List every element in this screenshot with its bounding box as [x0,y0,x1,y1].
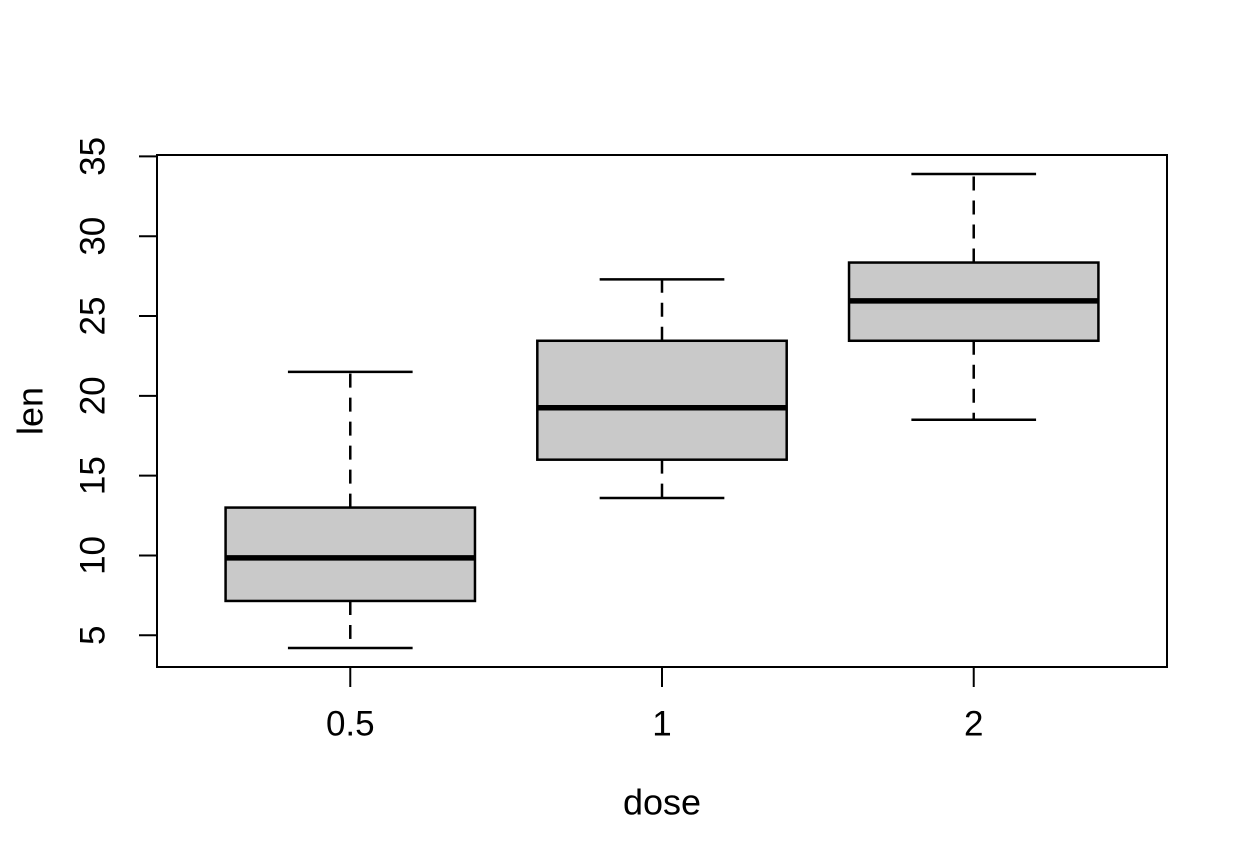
x-axis-tick-label: 2 [964,705,983,744]
y-axis-tick-label: 30 [74,217,113,256]
iqr-box [536,339,788,461]
x-axis-tick-label: 1 [652,705,671,744]
box-dose-1 [536,278,788,500]
y-axis-tick-label: 5 [74,626,113,645]
boxes-layer [224,172,1100,650]
y-axis-tick-label: 20 [74,376,113,415]
x-axis-label: dose [623,782,701,823]
box-dose-2 [847,172,1100,422]
y-axis-tick-label: 35 [74,137,113,176]
y-axis-label: len [10,387,51,435]
box-dose-0.5 [224,370,477,650]
x-axis-tick-label: 0.5 [326,705,375,744]
axes-layer: 5 10 15 20 25 30 35 0.5 1 2 [74,137,1168,744]
y-axis-tick-label: 15 [74,456,113,495]
iqr-box [224,506,477,603]
y-axis-tick-label: 10 [74,536,113,575]
y-axis-tick-label: 25 [74,297,113,336]
